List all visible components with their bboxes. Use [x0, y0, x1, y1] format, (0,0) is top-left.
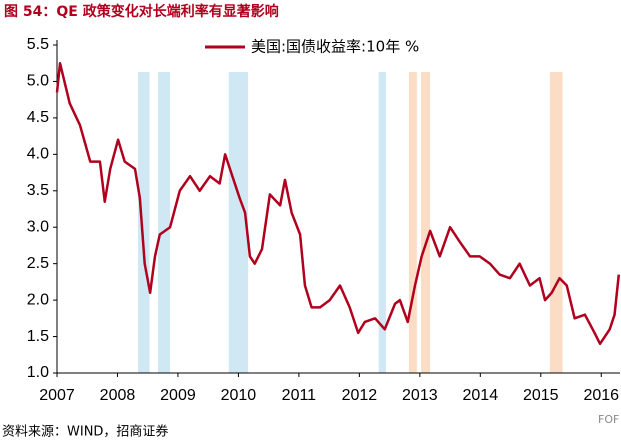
x-tick-label: 2015	[523, 387, 559, 404]
shaded-region	[228, 72, 249, 373]
y-tick-label: 5.5	[27, 36, 49, 53]
x-tick-label: 2009	[160, 387, 196, 404]
shaded-region	[138, 72, 150, 373]
shaded-region	[421, 72, 431, 373]
source-note: 资料来源：WIND，招商证券	[2, 424, 168, 440]
x-tick-label: 2011	[282, 387, 317, 404]
shaded-region	[378, 72, 386, 373]
shaded-region	[157, 72, 171, 373]
watermark: FOF	[598, 413, 619, 426]
legend-label: 美国:国债收益率:10年 %	[251, 38, 419, 56]
y-tick-label: 4.0	[27, 146, 49, 163]
y-tick-label: 2.0	[27, 291, 49, 308]
x-tick-label: 2008	[100, 387, 136, 404]
shaded-region	[549, 72, 563, 373]
y-tick-label: 1.5	[27, 328, 49, 345]
y-tick-label: 3.5	[27, 182, 49, 199]
y-tick-label: 5.0	[27, 73, 49, 90]
y-tick-label: 1.0	[27, 364, 49, 381]
data-line	[55, 61, 621, 346]
y-tick-label: 3.0	[27, 218, 49, 235]
x-tick-label: 2013	[402, 387, 438, 404]
chart-title: 图 54：QE 政策变化对长端利率有显著影响	[4, 3, 279, 20]
y-tick-label: 4.5	[27, 109, 49, 126]
y-tick-label: 2.5	[27, 255, 49, 272]
x-tick-label: 2014	[463, 387, 499, 404]
x-tick-label: 2007	[39, 387, 75, 404]
shaded-region	[408, 72, 417, 373]
x-tick-label: 2012	[342, 387, 378, 404]
x-tick-label: 2016	[583, 387, 619, 404]
x-tick-label: 2010	[221, 387, 257, 404]
